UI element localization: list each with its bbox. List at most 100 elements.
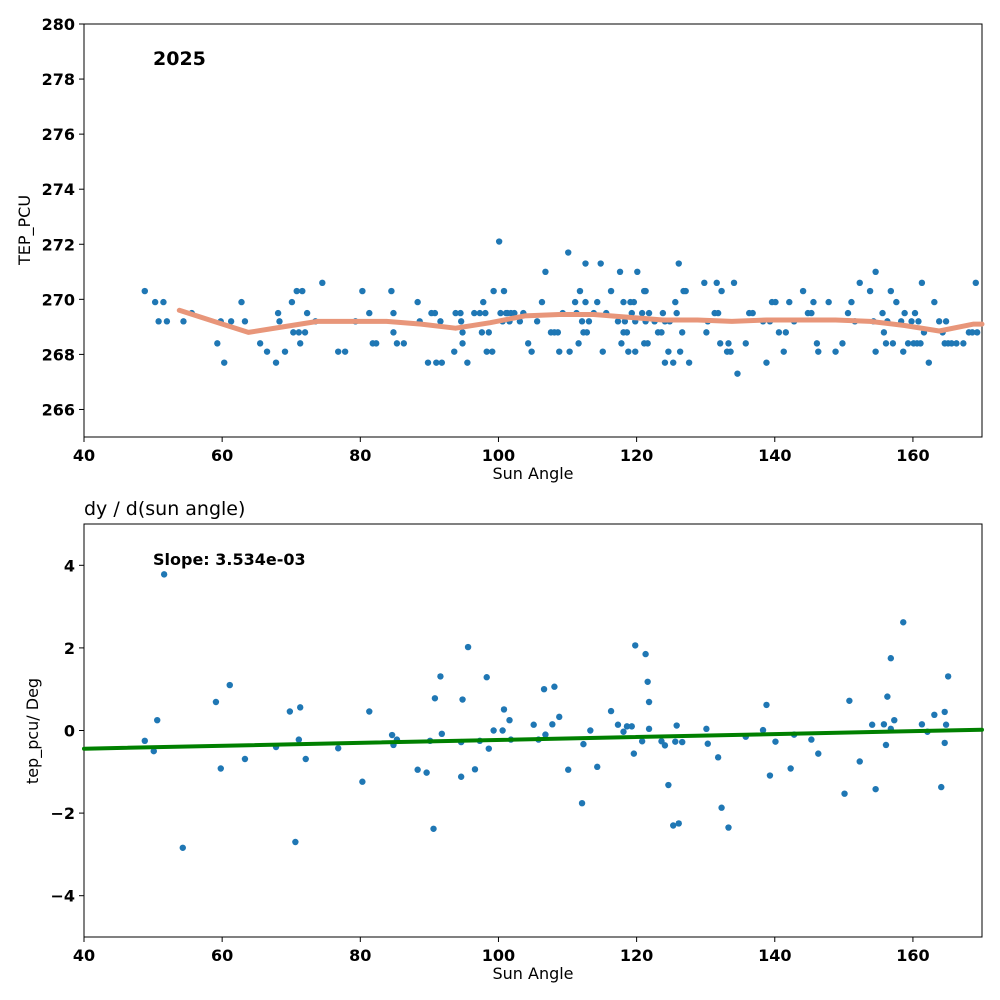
top-data-point	[575, 340, 582, 347]
bottom-data-point	[645, 698, 653, 706]
top-data-point	[893, 298, 900, 306]
top-data-point	[730, 279, 738, 287]
top-x-axis-label: Sun Angle	[492, 464, 573, 483]
top-data-point	[566, 348, 573, 355]
top-data-point	[431, 309, 439, 317]
top-data-point	[628, 309, 635, 317]
top-data-point	[810, 298, 817, 306]
bottom-data-point	[675, 820, 682, 827]
top-data-point	[879, 309, 886, 317]
top-data-point	[263, 348, 271, 355]
bottom-data-point	[941, 739, 948, 747]
top-data-point	[872, 268, 879, 275]
top-data-point	[714, 309, 722, 317]
bottom-data-point	[772, 738, 779, 745]
bottom-data-point	[430, 825, 437, 832]
top-data-point	[716, 340, 724, 347]
top-data-point	[597, 260, 604, 267]
bottom-data-point	[644, 678, 651, 685]
top-y-tick-label: 270	[42, 290, 75, 309]
top-x-ticks: 40 60 80 100 120 140 160	[73, 437, 930, 465]
top-data-point	[887, 287, 895, 295]
top-y-tick-label: 280	[42, 15, 75, 34]
top-data-point	[301, 329, 309, 336]
top-y-ticks: 266 268 270 272 274 276 278 280	[42, 15, 84, 419]
bottom-data-point	[542, 731, 549, 738]
bottom-data-point	[438, 730, 446, 738]
top-data-point	[341, 348, 349, 355]
top-data-point	[459, 340, 466, 347]
top-data-point	[576, 287, 584, 295]
bottom-data-point	[217, 765, 224, 772]
top-panel: 40 60 80 100 120 140 160 266 268 270 272 274 276 278…	[15, 15, 985, 483]
bottom-data-point	[437, 673, 444, 680]
bottom-data-point	[638, 738, 646, 745]
top-x-tick-label: 120	[620, 446, 653, 465]
top-data-point	[221, 359, 228, 366]
top-data-point	[638, 309, 646, 317]
bottom-data-point	[759, 726, 767, 734]
top-data-point	[319, 279, 326, 287]
top-data-point	[713, 279, 720, 287]
top-data-point	[414, 298, 421, 306]
top-data-point	[856, 279, 863, 287]
top-data-point	[614, 318, 622, 325]
top-data-point	[214, 340, 221, 347]
bottom-data-point	[241, 755, 249, 763]
top-data-point	[679, 329, 686, 336]
top-data-point	[571, 298, 579, 306]
top-data-point	[511, 309, 518, 317]
top-data-point	[180, 318, 187, 325]
bottom-data-point	[297, 704, 304, 711]
top-scatter-points	[141, 238, 981, 377]
top-data-point	[634, 268, 641, 275]
bottom-data-point	[580, 740, 587, 748]
top-data-point	[825, 298, 832, 306]
top-data-point	[786, 298, 793, 306]
top-data-point	[911, 309, 919, 317]
top-data-point	[623, 329, 631, 336]
top-y-tick-label: 266	[42, 400, 75, 419]
top-data-point	[808, 309, 815, 317]
bottom-data-point	[154, 716, 161, 724]
bottom-data-point	[763, 701, 770, 709]
bottom-data-point	[578, 799, 586, 807]
top-data-point	[872, 348, 879, 355]
top-data-point	[241, 318, 249, 325]
bottom-x-tick-label: 120	[620, 946, 653, 965]
bottom-data-point	[941, 708, 948, 716]
top-data-point	[533, 318, 541, 325]
top-data-point	[480, 298, 487, 306]
top-data-point	[582, 298, 589, 306]
top-data-point	[742, 340, 749, 347]
bottom-data-point	[808, 736, 815, 743]
bottom-data-point	[565, 766, 572, 773]
bottom-data-point	[556, 713, 563, 721]
top-data-point	[238, 298, 245, 306]
top-data-point	[918, 279, 926, 287]
top-data-point	[772, 298, 779, 306]
top-data-point	[799, 287, 807, 295]
bottom-data-point	[841, 790, 848, 797]
top-data-point	[882, 340, 890, 347]
bottom-data-point	[483, 674, 490, 681]
top-data-point	[645, 309, 653, 317]
top-data-point	[293, 287, 300, 295]
top-data-point	[478, 329, 486, 336]
bottom-data-point	[620, 728, 627, 735]
top-data-point	[607, 287, 615, 295]
top-data-point	[582, 260, 589, 267]
top-data-point	[274, 309, 282, 317]
top-data-point	[400, 340, 408, 347]
bottom-data-point	[614, 721, 622, 728]
top-data-point	[630, 298, 638, 306]
top-x-tick-label: 140	[758, 446, 791, 465]
bottom-data-point	[942, 721, 950, 728]
bottom-data-point	[414, 766, 421, 773]
bottom-data-point	[540, 686, 548, 693]
bottom-data-point	[672, 738, 679, 745]
top-data-point	[452, 309, 459, 317]
bottom-data-point	[891, 716, 898, 724]
bottom-x-ticks: 40 60 80 100 120 140 160	[73, 937, 930, 965]
